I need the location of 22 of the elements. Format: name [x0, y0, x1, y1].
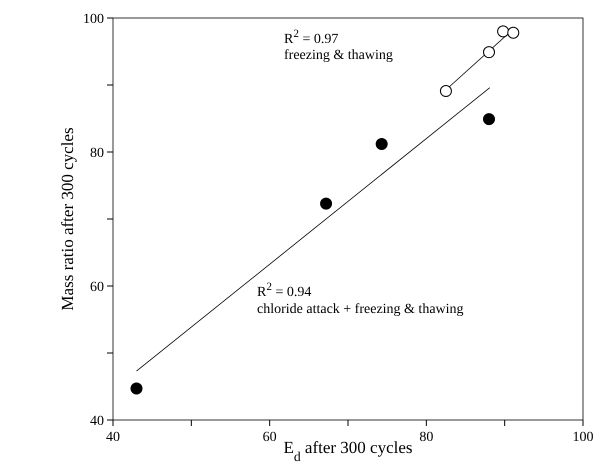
- point: [497, 25, 510, 38]
- y-tick-label: 60: [90, 280, 104, 295]
- y-tick-label: 80: [90, 146, 104, 161]
- annotation: R$^{2}$ = 0.94: [257, 281, 312, 300]
- point: [376, 138, 388, 150]
- x-axis-title: E$_{d}$ after 300 cycles: [283, 438, 413, 464]
- y-tick-label: 40: [90, 414, 104, 429]
- point: [130, 382, 142, 394]
- annotation: chloride attack + freezing & thawing: [257, 302, 464, 317]
- point: [483, 46, 495, 58]
- annotation: R$^{2}$ = 0.97: [284, 28, 338, 47]
- x-tick-label: 80: [419, 430, 434, 445]
- annotation: freezing & thawing: [284, 48, 393, 63]
- point: [320, 198, 332, 210]
- point: [507, 26, 520, 39]
- y-axis-title: Mass ratio after 300 cycles: [58, 127, 77, 311]
- y-tick-label: 100: [83, 12, 104, 27]
- x-tick-label: 40: [106, 430, 120, 445]
- point: [483, 113, 495, 126]
- point: [440, 85, 452, 98]
- x-tick-label: 100: [572, 430, 594, 445]
- x-tick-label: 60: [262, 430, 277, 445]
